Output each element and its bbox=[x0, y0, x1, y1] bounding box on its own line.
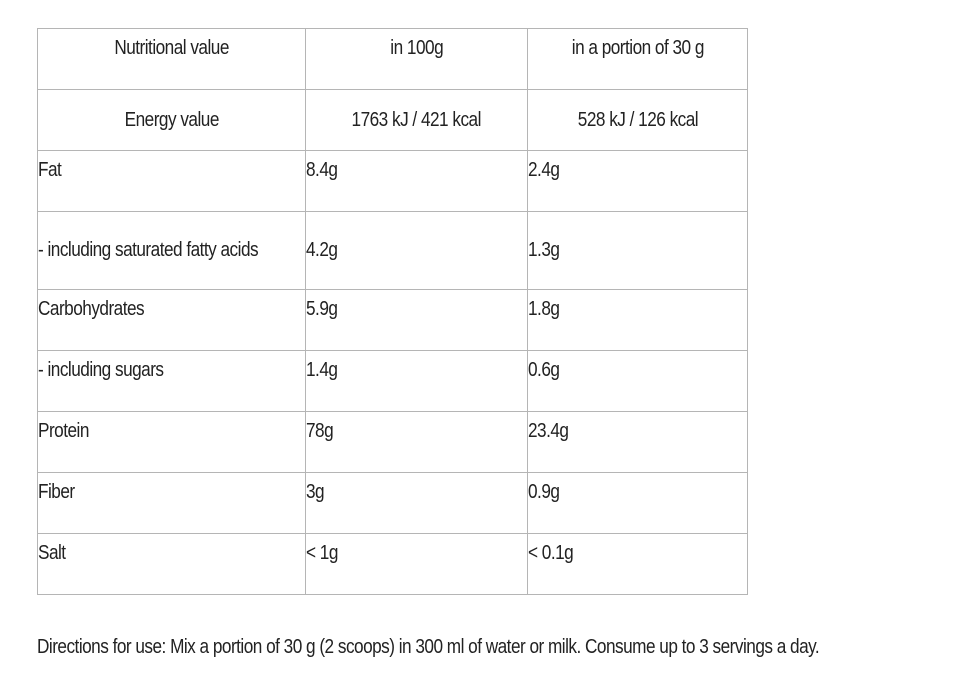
per-100g-cell: 3g bbox=[305, 472, 528, 534]
nutrient-name: Fat bbox=[38, 159, 62, 181]
header-label: in a portion of 30 g bbox=[571, 37, 704, 59]
table-row: Salt < 1g < 0.1g bbox=[37, 533, 748, 595]
per-100g-value: 78g bbox=[306, 420, 334, 442]
header-cell-per-100g: in 100g bbox=[305, 28, 528, 90]
per-portion-cell: 2.4g bbox=[527, 150, 748, 212]
table-row: - including sugars 1.4g 0.6g bbox=[37, 350, 748, 412]
energy-label-cell: Energy value bbox=[37, 89, 306, 151]
per-100g-cell: 5.9g bbox=[305, 289, 528, 351]
per-portion-cell: 23.4g bbox=[527, 411, 748, 473]
per-100g-value: < 1g bbox=[306, 542, 339, 564]
per-portion-cell: 0.6g bbox=[527, 350, 748, 412]
per-portion-value: 1.8g bbox=[528, 298, 560, 320]
per-100g-value: 1.4g bbox=[306, 359, 338, 381]
header-cell-nutritional-value: Nutritional value bbox=[37, 28, 306, 90]
header-label: Nutritional value bbox=[114, 37, 229, 59]
nutrient-name: Protein bbox=[38, 420, 90, 442]
per-100g-value: 3g bbox=[306, 481, 325, 503]
per-100g-value: 5.9g bbox=[306, 298, 338, 320]
nutrient-name: - including saturated fatty acids bbox=[38, 239, 259, 261]
per-100g-cell: 78g bbox=[305, 411, 528, 473]
energy-per-100g: 1763 kJ / 421 kcal bbox=[351, 108, 482, 131]
table-row: Carbohydrates 5.9g 1.8g bbox=[37, 289, 748, 351]
header-label: in 100g bbox=[390, 37, 443, 59]
nutrient-name-cell: Carbohydrates bbox=[37, 289, 306, 351]
table-header-row: Nutritional value in 100g in a portion o… bbox=[37, 28, 748, 90]
nutrient-name: - including sugars bbox=[38, 359, 165, 381]
directions-for-use: Directions for use: Mix a portion of 30 … bbox=[37, 636, 820, 658]
table-row: Fat 8.4g 2.4g bbox=[37, 150, 748, 212]
per-portion-value: < 0.1g bbox=[528, 542, 574, 564]
energy-label: Energy value bbox=[124, 108, 219, 131]
table-row: Fiber 3g 0.9g bbox=[37, 472, 748, 534]
energy-row: Energy value 1763 kJ / 421 kcal 528 kJ /… bbox=[37, 89, 748, 151]
per-portion-value: 23.4g bbox=[528, 420, 569, 442]
nutrient-name-cell: Fiber bbox=[37, 472, 306, 534]
header-cell-per-portion: in a portion of 30 g bbox=[527, 28, 748, 90]
nutrient-name-cell: Fat bbox=[37, 150, 306, 212]
per-portion-cell: 1.3g bbox=[527, 211, 748, 290]
per-100g-cell: 8.4g bbox=[305, 150, 528, 212]
per-portion-value: 2.4g bbox=[528, 159, 560, 181]
per-portion-value: 0.9g bbox=[528, 481, 560, 503]
per-portion-value: 0.6g bbox=[528, 359, 560, 381]
nutrient-name-cell: - including saturated fatty acids bbox=[37, 211, 306, 290]
energy-per-portion-cell: 528 kJ / 126 kcal bbox=[527, 89, 748, 151]
per-portion-value: 1.3g bbox=[528, 239, 560, 261]
per-100g-value: 4.2g bbox=[306, 239, 338, 261]
nutrition-table: Nutritional value in 100g in a portion o… bbox=[37, 28, 748, 595]
nutrient-name: Carbohydrates bbox=[38, 298, 145, 320]
per-portion-cell: < 0.1g bbox=[527, 533, 748, 595]
per-100g-cell: 1.4g bbox=[305, 350, 528, 412]
per-portion-cell: 1.8g bbox=[527, 289, 748, 351]
energy-per-100g-cell: 1763 kJ / 421 kcal bbox=[305, 89, 528, 151]
nutrient-name: Fiber bbox=[38, 481, 76, 503]
per-100g-cell: 4.2g bbox=[305, 211, 528, 290]
energy-per-portion: 528 kJ / 126 kcal bbox=[577, 108, 698, 131]
table-row: Protein 78g 23.4g bbox=[37, 411, 748, 473]
per-100g-cell: < 1g bbox=[305, 533, 528, 595]
per-100g-value: 8.4g bbox=[306, 159, 338, 181]
nutrient-name-cell: Salt bbox=[37, 533, 306, 595]
nutrient-name-cell: Protein bbox=[37, 411, 306, 473]
per-portion-cell: 0.9g bbox=[527, 472, 748, 534]
table-row: - including saturated fatty acids 4.2g 1… bbox=[37, 211, 748, 290]
nutrient-name-cell: - including sugars bbox=[37, 350, 306, 412]
nutrient-name: Salt bbox=[38, 542, 67, 564]
